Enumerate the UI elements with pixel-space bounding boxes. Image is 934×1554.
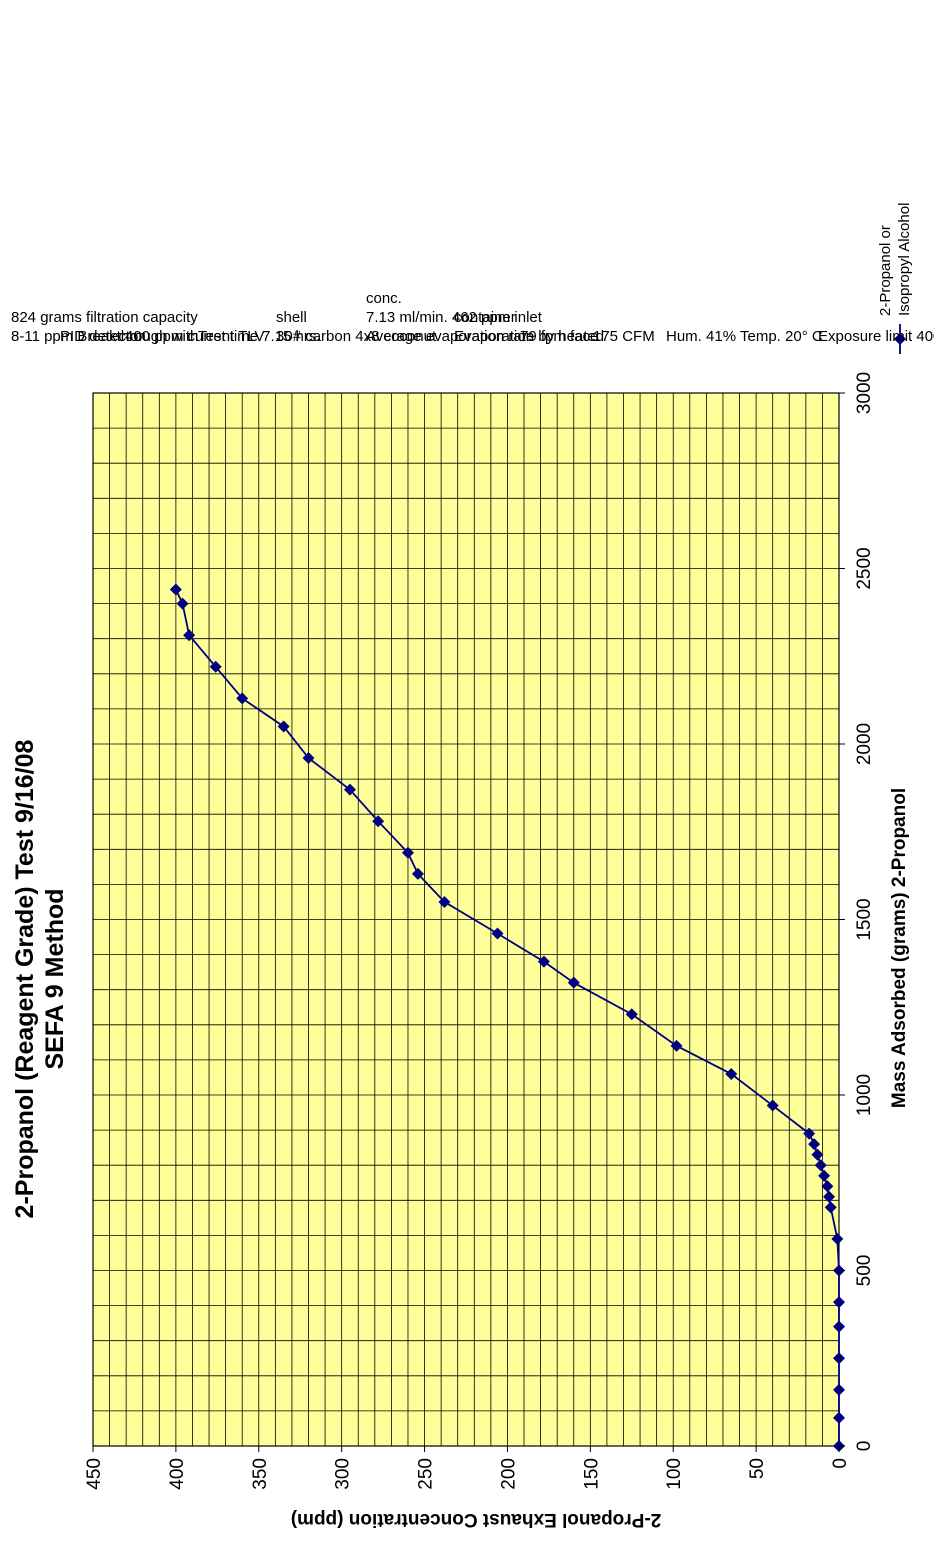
- note-line: 824 grams filtration capacity: [11, 309, 198, 326]
- x-tick-labels: 0 500 1000 1500 2000 2500 3000: [839, 372, 875, 1451]
- data-point-marker: [803, 1127, 816, 1140]
- note-line: 79 fpm face: [520, 328, 598, 345]
- note-line: Hum. 41%: [666, 328, 736, 345]
- data-point-marker: [209, 660, 222, 673]
- x-tick-label: 500: [854, 1255, 875, 1287]
- y-tick-label: 150: [581, 1458, 602, 1490]
- note-line: Evaporation by heated: [454, 328, 604, 345]
- data-point-marker: [625, 1008, 638, 1021]
- data-point-marker: [537, 955, 550, 968]
- note-line: 30# carbon 4x8 coconut: [276, 328, 437, 345]
- y-tick-label: 350: [250, 1458, 271, 1490]
- y-tick-label: 100: [664, 1458, 685, 1490]
- data-point-marker: [567, 976, 580, 989]
- data-point-marker: [169, 583, 182, 596]
- data-point-marker: [438, 895, 451, 908]
- data-point-marker: [343, 783, 356, 796]
- chart-subtitle: SEFA 9 Method: [41, 888, 69, 1069]
- note-line: 7.13 ml/min. 462 ppm inlet: [366, 309, 543, 326]
- grid-lines: [93, 393, 839, 1446]
- data-point-marker: [411, 867, 424, 880]
- plot-area: [92, 392, 845, 1452]
- data-point-marker: [401, 846, 414, 859]
- x-tick-label: 0: [854, 1441, 875, 1452]
- data-point-marker: [491, 927, 504, 940]
- series-group: [169, 583, 845, 1452]
- y-tick-label: 300: [333, 1458, 354, 1490]
- y-tick-label: 0: [830, 1458, 851, 1469]
- legend-label: 2-Propanol or: [877, 225, 894, 316]
- note-line: Temp. 20° C: [740, 328, 823, 345]
- data-point-marker: [176, 597, 189, 610]
- x-tick-label: 1500: [854, 898, 875, 940]
- note-line: Exposure limit 400 ppm: [818, 328, 934, 345]
- legend-marker: [894, 333, 906, 345]
- note-line: Average evaporation rate: [366, 328, 534, 345]
- note-line: conc.: [366, 290, 402, 307]
- data-point-marker: [183, 629, 196, 642]
- note-line: container: [454, 309, 516, 326]
- y-tick-label: 250: [416, 1458, 437, 1490]
- note-line: 175 CFM: [593, 328, 655, 345]
- data-point-marker: [236, 692, 249, 705]
- y-tick-label: 450: [84, 1458, 105, 1490]
- data-point-marker: [808, 1138, 821, 1151]
- y-tick-labels: 0 50 100 150 200 250 300 350 400 450: [84, 1446, 851, 1490]
- x-tick-label: 2000: [854, 723, 875, 765]
- data-point-marker: [372, 815, 385, 828]
- y-tick-label: 200: [498, 1458, 519, 1490]
- data-point-marker: [302, 752, 315, 765]
- y-tick-label: 50: [747, 1458, 768, 1479]
- data-point-marker: [821, 1180, 834, 1193]
- chart-title: 2-Propanol (Reagent Grade) Test 9/16/08: [11, 739, 39, 1218]
- y-axis-title: 2-Propanol Exhaust Concentration (ppm): [291, 1509, 662, 1530]
- x-tick-label: 3000: [854, 372, 875, 414]
- x-axis-title: Mass Adsorbed (grams) 2-Propanol: [889, 788, 910, 1108]
- y-tick-label: 400: [167, 1458, 188, 1490]
- data-point-marker: [833, 1352, 845, 1365]
- note-line: shell: [276, 309, 307, 326]
- x-tick-label: 2500: [854, 547, 875, 589]
- note-line: 400 ppm current TLV: [125, 328, 265, 345]
- note-line: PID detector: [60, 328, 143, 345]
- note-line: Test time 7.15 hrs.: [198, 328, 321, 345]
- legend-label: Isopropyl Alcohol: [896, 203, 913, 316]
- data-point-marker: [277, 720, 290, 733]
- legend: 2-Propanol or Isopropyl Alcohol: [877, 203, 913, 354]
- note-line: 8-11 ppm Breakthrough with: [11, 328, 198, 345]
- x-tick-label: 1000: [854, 1074, 875, 1116]
- data-point-marker: [670, 1039, 683, 1052]
